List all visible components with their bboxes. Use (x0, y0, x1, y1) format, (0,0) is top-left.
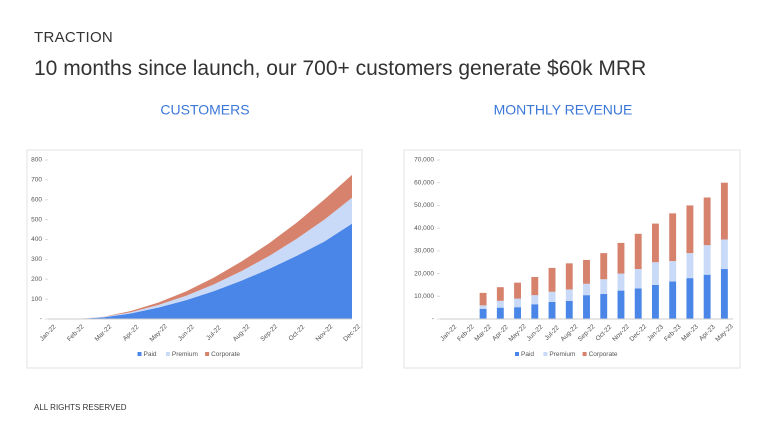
section-label: TRACTION (34, 29, 114, 46)
bar (669, 261, 677, 282)
bar (703, 197, 711, 246)
y-tick-label: 50,000 (414, 202, 434, 209)
bar (531, 276, 539, 296)
y-tick-label: 100 (31, 296, 42, 303)
bar (634, 288, 642, 319)
y-tick-label: 60,000 (414, 179, 434, 186)
bar (479, 305, 487, 309)
bar (583, 259, 590, 284)
legend-swatch (137, 352, 142, 356)
y-tick-label: 700 (31, 177, 42, 184)
bar (496, 307, 504, 319)
bar (686, 205, 694, 254)
bar (565, 289, 573, 301)
y-tick-label: - (432, 316, 434, 323)
bar (720, 239, 728, 270)
legend-label: Corporate (589, 351, 618, 358)
y-tick-label: 40,000 (414, 225, 434, 232)
chart-title: MONTHLY REVENUE (494, 102, 633, 118)
area (48, 197, 352, 319)
y-tick-label: 400 (31, 236, 42, 243)
bar (565, 300, 573, 319)
bar (669, 213, 677, 262)
bar (531, 304, 539, 319)
bar (669, 281, 677, 319)
y-tick-label: - (40, 316, 42, 323)
bar (617, 290, 625, 319)
y-tick-label: 800 (31, 157, 42, 164)
bar (720, 182, 728, 240)
bar (600, 253, 608, 280)
bar (651, 223, 659, 263)
bar (496, 287, 504, 301)
legend-swatch (205, 352, 210, 356)
legend-label: Corporate (211, 351, 240, 358)
chart-title: CUSTOMERS (160, 102, 249, 118)
y-tick-label: 20,000 (414, 270, 434, 277)
y-tick-label: 70,000 (414, 157, 434, 164)
y-tick-label: 500 (31, 216, 42, 223)
bar (686, 278, 694, 319)
bar (531, 295, 539, 305)
bar (651, 284, 659, 319)
bar (479, 292, 487, 306)
bar (496, 300, 504, 308)
legend-label: Paid (144, 351, 157, 358)
bar (514, 282, 522, 299)
area (48, 223, 352, 319)
chart-panel (403, 149, 741, 369)
bar (548, 267, 556, 292)
bar (720, 269, 728, 319)
footer: ALL RIGHTS RESERVED (34, 403, 127, 412)
bar (600, 279, 608, 295)
legend-swatch (515, 352, 519, 356)
bar (548, 301, 556, 319)
y-tick-label: 600 (31, 196, 42, 203)
legend-swatch (165, 352, 170, 356)
bar (514, 307, 522, 319)
legend-label: Premium (172, 351, 198, 358)
legend-label: Premium (549, 351, 575, 358)
bar (703, 274, 711, 319)
bar (600, 294, 608, 319)
y-tick-label: 30,000 (414, 248, 434, 255)
legend-label: Paid (521, 351, 534, 358)
bar (548, 291, 556, 302)
bar (617, 242, 625, 274)
bar (634, 269, 642, 289)
bar (479, 308, 487, 319)
headline: 10 months since launch, our 700+ custome… (34, 57, 647, 80)
y-tick-label: 300 (31, 256, 42, 263)
bar (634, 233, 642, 270)
bar (583, 295, 590, 319)
bar (583, 283, 590, 296)
y-tick-label: 10,000 (414, 293, 434, 300)
bar (514, 298, 522, 308)
legend-swatch (582, 352, 587, 356)
legend-swatch (543, 352, 548, 356)
bar (703, 245, 711, 275)
bar (651, 262, 659, 285)
bar (617, 273, 625, 291)
y-tick-label: 200 (31, 276, 42, 283)
bar (565, 263, 573, 290)
bar (686, 253, 694, 279)
